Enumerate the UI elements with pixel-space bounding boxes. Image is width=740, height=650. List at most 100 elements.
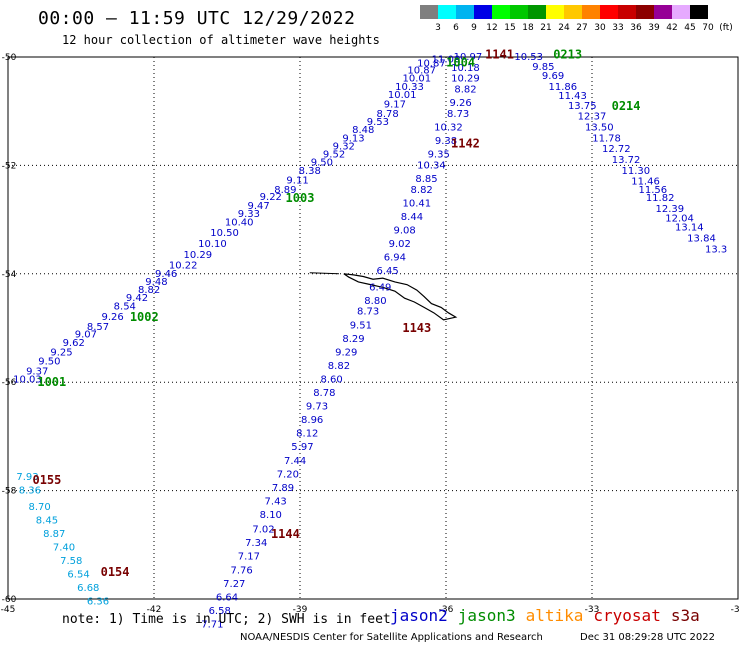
- swh-value-label: 10.29: [451, 74, 480, 85]
- legend-swatch: [564, 5, 582, 19]
- swh-value-label: 9.17: [384, 100, 406, 111]
- swh-value-label: 10.53: [514, 52, 543, 63]
- swh-value-label: 6.58: [209, 606, 231, 617]
- swh-value-label: 7.58: [60, 556, 82, 567]
- legend-swatch: [672, 5, 690, 19]
- swh-value-label: 9.26: [102, 312, 124, 323]
- page-subtitle: 12 hour collection of altimeter wave hei…: [62, 33, 380, 47]
- lat-tick-label: -60: [2, 595, 17, 605]
- pass-time-label: 1001: [37, 375, 66, 389]
- swh-value-label: 8.48: [352, 125, 374, 136]
- swh-value-label: 7.43: [265, 496, 287, 507]
- swh-value-label: 9.50: [311, 158, 333, 169]
- swh-value-label: 6.36: [87, 597, 109, 608]
- island-coastline: [343, 273, 458, 321]
- satellite-legend-cryosat: cryosat: [593, 606, 661, 625]
- swh-value-label: 9.22: [260, 192, 282, 203]
- generated-timestamp: Dec 31 08:29:28 UTC 2022: [580, 632, 715, 643]
- swh-value-label: 9.11: [286, 176, 308, 187]
- lat-tick-label: -54: [2, 270, 17, 280]
- swh-value-label: 9.42: [126, 293, 148, 304]
- swh-value-label: 7.71: [201, 619, 223, 630]
- legend-swatch-label: 30: [594, 23, 606, 33]
- swh-value-label: 11.86: [548, 82, 577, 93]
- swh-value-label: 10.34: [417, 160, 446, 171]
- swh-value-label: 10.01: [388, 90, 417, 101]
- legend-swatch-label: 3: [435, 23, 441, 33]
- swh-value-label: 13.14: [675, 223, 704, 234]
- swh-value-label: 8.36: [19, 486, 41, 497]
- legend-swatch-label: 39: [648, 23, 660, 33]
- legend-swatch: [528, 5, 546, 19]
- swh-value-label: 8.73: [447, 109, 469, 120]
- swh-value-label: 10.33: [395, 82, 424, 93]
- lon-tick-label: -36: [439, 605, 454, 615]
- legend-swatch-label: 12: [486, 23, 498, 33]
- legend-swatch: [690, 5, 708, 19]
- swh-value-label: 7.93: [16, 472, 38, 483]
- swh-value-label: 9.29: [335, 347, 357, 358]
- legend-swatch: [654, 5, 672, 19]
- swh-value-label: 10.18: [451, 63, 480, 74]
- swh-value-label: 10.87: [417, 59, 446, 70]
- swh-value-label: 9.50: [38, 357, 60, 368]
- pass-time-label: 0155: [32, 473, 61, 487]
- swh-value-label: 12.72: [602, 144, 631, 155]
- swh-value-label: 11.82: [646, 193, 675, 204]
- swh-value-label: 8.89: [274, 185, 296, 196]
- lat-tick-label: -56: [2, 378, 17, 388]
- legend-swatch-label: 45: [684, 23, 696, 33]
- swh-value-label: 11.56: [639, 185, 668, 196]
- swh-value-label: 6.64: [216, 592, 238, 603]
- swh-value-label: 13.84: [687, 234, 716, 245]
- swh-value-label: 7.44: [284, 456, 306, 467]
- legend-swatch-label: 24: [558, 23, 570, 33]
- swh-value-label: 8.78: [376, 109, 398, 120]
- swh-value-label: 13.50: [585, 122, 614, 133]
- swh-value-label: 11.78: [592, 133, 621, 144]
- legend-swatch-label: 6: [453, 23, 459, 33]
- swh-value-label: 8.87: [43, 529, 65, 540]
- legend-swatch: [546, 5, 564, 19]
- swh-value-label: 8.54: [114, 301, 136, 312]
- swh-value-label: 9.52: [323, 150, 345, 161]
- pass-time-label: 0154: [101, 565, 130, 579]
- satellite-legend-altika: altika: [525, 606, 584, 625]
- swh-value-label: 9.37: [26, 366, 48, 377]
- swh-value-label: 9.62: [63, 338, 85, 349]
- swh-value-label: 10.40: [225, 217, 254, 228]
- swh-value-label: 9.51: [350, 320, 372, 331]
- swh-value-label: 8.82: [454, 85, 476, 96]
- lon-tick-label: -39: [293, 605, 308, 615]
- pass-time-label: 1142: [451, 137, 480, 151]
- lat-tick-label: -50: [2, 53, 17, 63]
- satellite-legend-jason2: jason2: [390, 606, 448, 625]
- satellite-legend: jason2 jason3 altika cryosat s3a: [390, 606, 710, 625]
- swh-value-label: 8.44: [401, 212, 423, 223]
- pass-time-label: 1144: [271, 527, 300, 541]
- swh-value-label: 9.47: [248, 201, 270, 212]
- swh-value-label: 12.04: [665, 214, 694, 225]
- swh-value-label: 6.68: [77, 583, 99, 594]
- swh-value-label: 9.69: [542, 71, 564, 82]
- swh-value-label: 10.03: [13, 374, 42, 385]
- swh-value-label: 9.13: [342, 133, 364, 144]
- map-frame: [7, 56, 739, 600]
- swh-value-label: 9.33: [238, 209, 260, 220]
- swh-value-label: 11.30: [621, 166, 650, 177]
- swh-value-label: 10.10: [198, 239, 227, 250]
- swh-value-label: 13.72: [612, 155, 641, 166]
- legend-swatch: [474, 5, 492, 19]
- swh-value-label: 9.26: [449, 98, 471, 109]
- legend-swatch-label: 18: [522, 23, 534, 33]
- swh-value-label: 9.73: [306, 402, 328, 413]
- swh-value-label: 9.85: [532, 62, 554, 73]
- legend-swatch: [618, 5, 636, 19]
- legend-swatch-label: 9: [471, 23, 477, 33]
- legend-swatch-label: 15: [504, 23, 516, 33]
- swh-value-label: 9.46: [155, 269, 177, 280]
- swh-value-label: 10.97: [454, 52, 483, 63]
- swh-value-label: 10.87: [407, 66, 436, 77]
- swh-value-label: 8.82: [328, 361, 350, 372]
